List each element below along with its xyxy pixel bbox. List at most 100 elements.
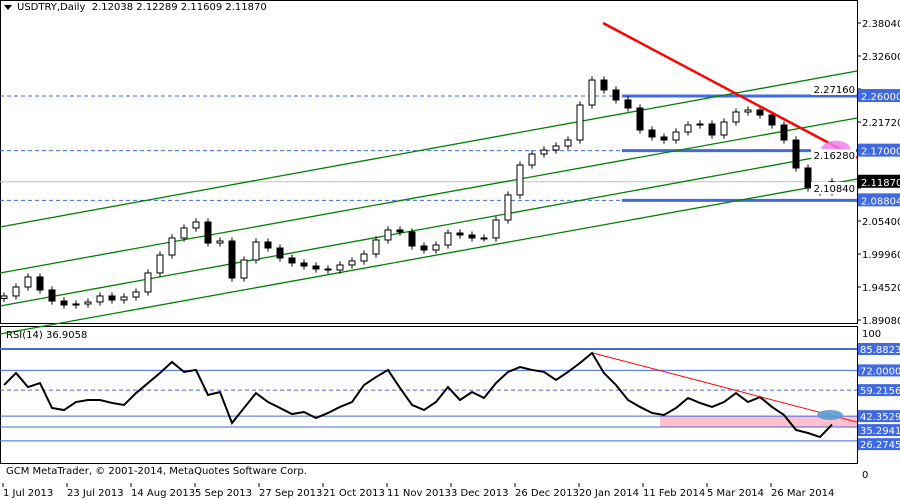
time-axis-label: 11 Feb 2014 <box>643 488 705 499</box>
candle-body <box>504 194 512 221</box>
candle-body <box>696 123 704 126</box>
candle-body <box>300 262 308 267</box>
rsi-highlight-ellipse <box>817 410 843 420</box>
candle-body <box>600 79 608 91</box>
candle-body <box>108 295 116 301</box>
price-axis-label-bg <box>811 82 856 95</box>
time-axis-label: 27 Sep 2013 <box>259 488 322 499</box>
candle-body <box>276 247 284 259</box>
candle-body <box>312 265 320 270</box>
candle-body <box>384 229 392 241</box>
rsi-level-label: 42.35294 <box>860 412 900 423</box>
candle-body <box>132 291 140 298</box>
candle-body <box>252 241 260 261</box>
price-pane-frame <box>0 0 858 324</box>
candle-body <box>780 124 788 141</box>
candle-body <box>264 241 272 249</box>
rsi-zone <box>660 416 857 428</box>
price-trendline <box>602 21 858 160</box>
candle-body <box>492 219 500 239</box>
candle-body <box>708 123 716 136</box>
candle-body <box>24 276 32 288</box>
level-badge-label: 2.08804 <box>861 196 900 207</box>
candle-body <box>72 303 80 306</box>
price-axis-label-bg <box>811 148 856 161</box>
time-axis-label: 26 Mar 2014 <box>771 488 834 499</box>
time-axis-label: 26 Dec 2013 <box>515 488 579 499</box>
price-axis-label: 2.38040 <box>862 19 900 30</box>
time-axis-label: 23 Jul 2013 <box>67 488 124 499</box>
dropdown-triangle-icon[interactable] <box>4 4 12 10</box>
candle-body <box>204 221 212 244</box>
channel-line <box>0 178 858 335</box>
candle-body <box>396 229 404 233</box>
candle-body <box>84 301 92 305</box>
rsi-axis-label: 100 <box>862 329 881 340</box>
candle-body <box>36 276 44 291</box>
candle-body <box>144 272 152 293</box>
time-axis-label: 5 Mar 2014 <box>707 488 764 499</box>
time-axis-label: 14 Aug 2013 <box>131 488 195 499</box>
candle-body <box>60 300 68 306</box>
candle-body <box>444 232 452 246</box>
candle-body <box>480 237 488 240</box>
price-axis-label: 1.94520 <box>862 283 900 294</box>
time-axis-label: 21 Oct 2013 <box>323 488 385 499</box>
price-axis-label: 2.27160 <box>814 85 855 96</box>
price-axis-label: 2.32600 <box>862 52 900 63</box>
candle-body <box>420 245 428 251</box>
ohlc-close: 2.11870 <box>225 2 267 13</box>
rsi-pane-frame <box>0 326 858 464</box>
rsi-level-label: 72.00000 <box>860 366 900 377</box>
time-axis-label: 1 Jul 2013 <box>3 488 53 499</box>
candle-body <box>768 114 776 126</box>
level-badge-label: 2.17000 <box>861 147 900 158</box>
candle-body <box>408 231 416 247</box>
candle-body <box>744 109 752 113</box>
channel-line <box>0 117 858 274</box>
candle-body <box>804 167 812 189</box>
candle-body <box>432 244 440 251</box>
level-badge-label: 2.26000 <box>861 92 900 103</box>
price-axis-label: 2.16280 <box>814 151 855 162</box>
candle-body <box>0 295 8 299</box>
rsi-level-badge <box>858 410 900 423</box>
candle-body <box>648 129 656 138</box>
time-axis-label: 5 Sep 2013 <box>195 488 252 499</box>
candle-body <box>240 259 248 279</box>
rsi-level-badge <box>858 424 900 437</box>
price-axis-label: 2.05400 <box>862 217 900 228</box>
candle-body <box>516 164 524 196</box>
candle-body <box>96 295 104 303</box>
ohlc-low: 2.11609 <box>180 2 223 13</box>
level-badge <box>858 143 900 157</box>
candle-body <box>552 145 560 151</box>
rsi-trendline <box>592 352 858 423</box>
candle-body <box>288 257 296 264</box>
copyright: GCM MetaTrader, © 2001-2014, MetaQuotes … <box>6 466 307 477</box>
price-axis-label-bg <box>811 181 856 194</box>
candle-body <box>456 232 464 236</box>
candle-body <box>588 79 596 106</box>
candle-body <box>468 234 476 239</box>
rsi-header: RSI(14) 36.9058 <box>6 330 87 341</box>
symbol-label: USDTRY,Daily <box>17 2 86 13</box>
rsi-level-label: 85.88235 <box>860 345 900 356</box>
candle-body <box>216 240 224 244</box>
level-badge <box>858 89 900 103</box>
rsi-level-badge <box>858 343 900 355</box>
candle-body <box>348 260 356 266</box>
rsi-line <box>3 351 833 439</box>
candle-body <box>48 289 56 302</box>
candle-body <box>672 131 680 141</box>
candle-body <box>612 89 620 101</box>
rsi-level-label: 59.21569 <box>860 386 900 397</box>
candle-body <box>564 139 572 147</box>
chart-header: USDTRY,Daily 2.12038 2.12289 2.11609 2.1… <box>4 2 267 13</box>
current-price-badge <box>858 174 900 188</box>
channel-line <box>0 149 858 307</box>
candle-body <box>636 107 644 131</box>
time-axis-label: 3 Dec 2013 <box>451 488 509 499</box>
rsi-axis-label: 0 <box>862 470 868 481</box>
